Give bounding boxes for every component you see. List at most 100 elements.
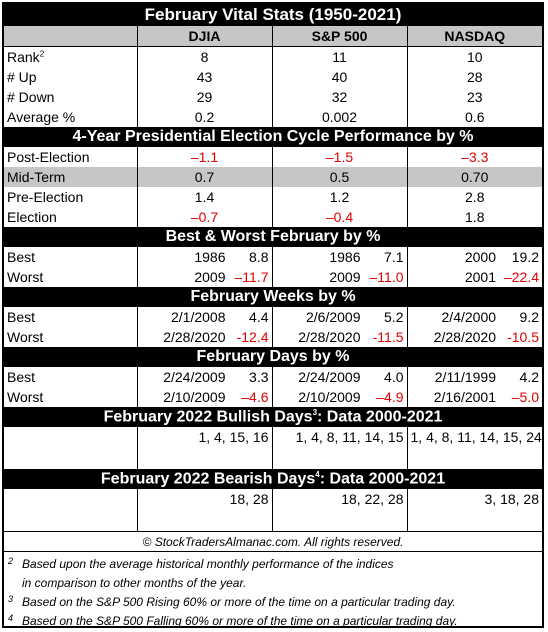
footnote-mark: 2	[39, 49, 45, 59]
row-label: Worst	[7, 269, 44, 285]
value-cell: 2/4/2000 9.2	[406, 307, 543, 327]
section-title: February 2022 Bullish Days3: Data 2000-2…	[4, 407, 543, 427]
value-cell: 0.002	[271, 107, 407, 127]
row-label: Worst	[7, 389, 44, 405]
footnote-mark: 2	[8, 556, 14, 566]
row-label: Best	[7, 249, 36, 265]
copyright-row: © StockTradersAlmanac.com. All rights re…	[4, 531, 543, 551]
section-title: February Days by %	[4, 347, 543, 367]
value-cell: –1.1	[136, 147, 272, 167]
value-cell: 2001 –22.4	[406, 267, 543, 287]
row-label: Worst	[7, 329, 44, 345]
percent-value: 4.2	[519, 369, 540, 385]
section-title: February Weeks by %	[4, 287, 543, 307]
value-cell: 2/28/2020 -11.5	[271, 327, 407, 347]
value-cell: 32	[271, 87, 407, 107]
title-row: February Vital Stats (1950-2021)	[4, 4, 543, 26]
table-title: February Vital Stats (1950-2021)	[4, 4, 543, 26]
period-label: 2001	[464, 269, 497, 285]
value-cell: 2009 –11.0	[271, 267, 407, 287]
row-label: Best	[7, 369, 36, 385]
footnote-text: Based on the S&P 500 Falling 60% or more…	[22, 614, 458, 628]
percent-value: –4.9	[376, 389, 404, 405]
percent-value: 4.0	[384, 369, 404, 385]
percent-value: 5.2	[384, 309, 404, 325]
footnotes: 2 Based upon the average historical mont…	[4, 551, 542, 631]
footnote-mark: 4	[8, 613, 14, 623]
table-row: 18, 28 18, 22, 28 3, 18, 28	[4, 489, 543, 532]
value-cell: 8	[136, 46, 272, 67]
percent-value: –11.0	[369, 269, 404, 285]
footnote-mark: 4	[315, 469, 320, 479]
value-cell: 2/28/2020 -12.4	[136, 327, 272, 347]
percent-value: –11.7	[234, 269, 269, 285]
period-label: 2/10/2009	[298, 389, 361, 405]
footnote-text: in comparison to other months of the yea…	[22, 576, 247, 590]
period-label: 2009	[329, 269, 361, 285]
stats-table: February Vital Stats (1950-2021) DJIA S&…	[4, 4, 543, 551]
value-cell: 23	[406, 87, 543, 107]
table-row: # Down 29 32 23	[4, 87, 543, 107]
column-header-sp500: S&P 500	[271, 26, 407, 47]
footnote-text: Based upon the average historical monthl…	[22, 557, 394, 571]
percent-value: -11.5	[372, 329, 404, 345]
footnote-mark: 3	[312, 407, 318, 417]
row-label: Rank2	[7, 49, 45, 65]
section-title: February 2022 Bearish Days4: Data 2000-2…	[4, 469, 543, 489]
value-cell: 2009 –11.7	[136, 267, 272, 287]
vital-stats-sheet: February Vital Stats (1950-2021) DJIA S&…	[2, 2, 544, 628]
period-label: 2/10/2009	[163, 389, 226, 405]
value-cell: 1, 4, 8, 11, 14, 15	[271, 427, 407, 469]
value-cell: 2/1/2008 4.4	[136, 307, 272, 327]
value-cell: 2/16/2001 –5.0	[406, 387, 543, 407]
footnote: 2 Based upon the average historical mont…	[8, 555, 538, 593]
percent-value: 7.1	[384, 249, 404, 265]
percent-value: 9.2	[519, 309, 540, 325]
section-header-row: February Weeks by %	[4, 287, 543, 307]
row-label: Pre-Election	[7, 189, 84, 205]
value-cell: 40	[271, 67, 407, 87]
value-cell: 2/10/2009 –4.9	[271, 387, 407, 407]
value-cell: 1986 8.8	[136, 247, 272, 267]
table-row: Mid-Term 0.7 0.5 0.70	[4, 167, 543, 187]
percent-value: 3.3	[249, 369, 269, 385]
value-cell: 2.8	[406, 187, 543, 207]
value-cell: 1.4	[136, 187, 272, 207]
footnote: 3 Based on the S&P 500 Rising 60% or mor…	[8, 593, 538, 612]
percent-value: -12.4	[236, 329, 269, 345]
value-cell: –3.3	[406, 147, 543, 167]
period-label: 1986	[194, 249, 226, 265]
value-cell: 0.5	[271, 167, 407, 187]
percent-value: 19.2	[511, 249, 540, 265]
value-cell: 1, 4, 15, 16	[136, 427, 272, 469]
value-cell: 0.2	[136, 107, 272, 127]
value-cell: 1, 4, 8, 11, 14, 15, 24	[406, 427, 543, 469]
row-label: Average %	[7, 109, 76, 125]
period-label: 2009	[194, 269, 226, 285]
footnote-text: Based on the S&P 500 Rising 60% or more …	[22, 595, 456, 609]
row-label: Best	[7, 309, 36, 325]
value-cell: 10	[406, 46, 543, 67]
column-header-djia: DJIA	[136, 26, 272, 47]
row-label	[4, 489, 137, 532]
period-label: 2/28/2020	[163, 329, 226, 345]
table-row: # Up 43 40 28	[4, 67, 543, 87]
table-row: Worst 2/28/2020 -12.4 2/28/2020 -11.5 2/28…	[4, 327, 543, 347]
percent-value: -10.5	[507, 329, 540, 345]
value-cell: 2/11/1999 4.2	[406, 367, 543, 387]
section-header-row: Best & Worst February by %	[4, 227, 543, 247]
value-cell: 1.2	[271, 187, 407, 207]
footnote: 4 Based on the S&P 500 Falling 60% or mo…	[8, 612, 538, 631]
percent-value: –5.0	[511, 389, 540, 405]
table-row: Post-Election –1.1 –1.5 –3.3	[4, 147, 543, 167]
section-header-row: February 2022 Bearish Days4: Data 2000-2…	[4, 469, 543, 489]
value-cell: 0.6	[406, 107, 543, 127]
value-cell: 2000 19.2	[406, 247, 543, 267]
table-row: Worst 2/10/2009 –4.6 2/10/2009 –4.9 2/16/2…	[4, 387, 543, 407]
header-blank	[4, 26, 137, 47]
section-header-row: February Days by %	[4, 347, 543, 367]
value-cell: 0.7	[136, 167, 272, 187]
period-label: 2/28/2020	[433, 329, 497, 345]
period-label: 2/16/2001	[433, 389, 497, 405]
row-label: Mid-Term	[4, 167, 137, 187]
